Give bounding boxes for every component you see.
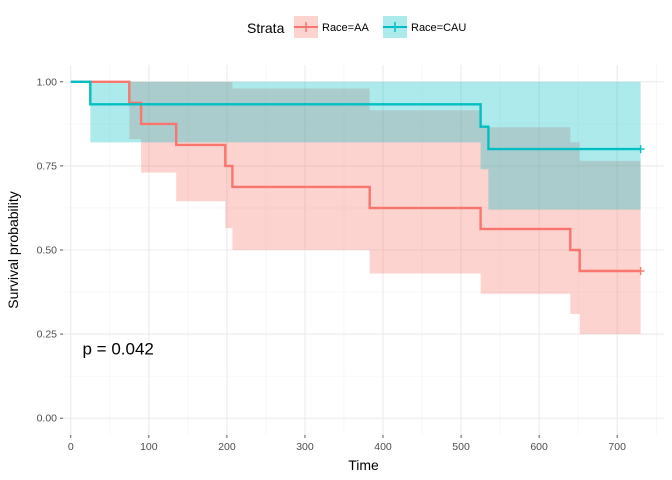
x-tick-label: 500: [452, 441, 470, 453]
survival-curves: [70, 80, 645, 276]
x-tick-label: 0: [68, 441, 74, 453]
y-tick-label: 0.75: [37, 160, 58, 172]
legend-label: Race=AA: [322, 22, 369, 34]
legend-title: Strata: [247, 20, 285, 36]
y-axis-title: Survival probability: [5, 191, 21, 309]
y-tick-label: 0.25: [37, 329, 58, 341]
y-tick-label: 0.50: [37, 245, 58, 257]
y-tick-label: 1.00: [37, 76, 58, 88]
x-tick-label: 400: [374, 441, 392, 453]
p-value-annotation: p = 0.042: [83, 339, 154, 358]
confidence-band: [70, 81, 641, 210]
censor-mark: [636, 267, 645, 276]
survival-curve-line: [70, 80, 641, 151]
legend-label: Race=CAU: [411, 22, 466, 34]
axis-ticks: 0 100 200 300 400 500 600 700 0.00 0.25 0.50 0.75 1.…: [37, 76, 627, 453]
x-tick-label: 300: [296, 441, 314, 453]
legend-items: Race=AA Race=CAU: [294, 16, 466, 38]
x-tick-label: 600: [530, 441, 548, 453]
x-tick-label: 200: [218, 441, 236, 453]
x-axis-title: Time: [348, 457, 379, 473]
x-tick-label: 100: [140, 441, 158, 453]
x-tick-label: 700: [608, 441, 626, 453]
y-tick-label: 0.00: [37, 413, 58, 425]
censor-mark: [636, 145, 645, 154]
survival-curve-line: [70, 80, 641, 273]
legend: Strata Race=AA Race=CAU: [247, 16, 466, 38]
